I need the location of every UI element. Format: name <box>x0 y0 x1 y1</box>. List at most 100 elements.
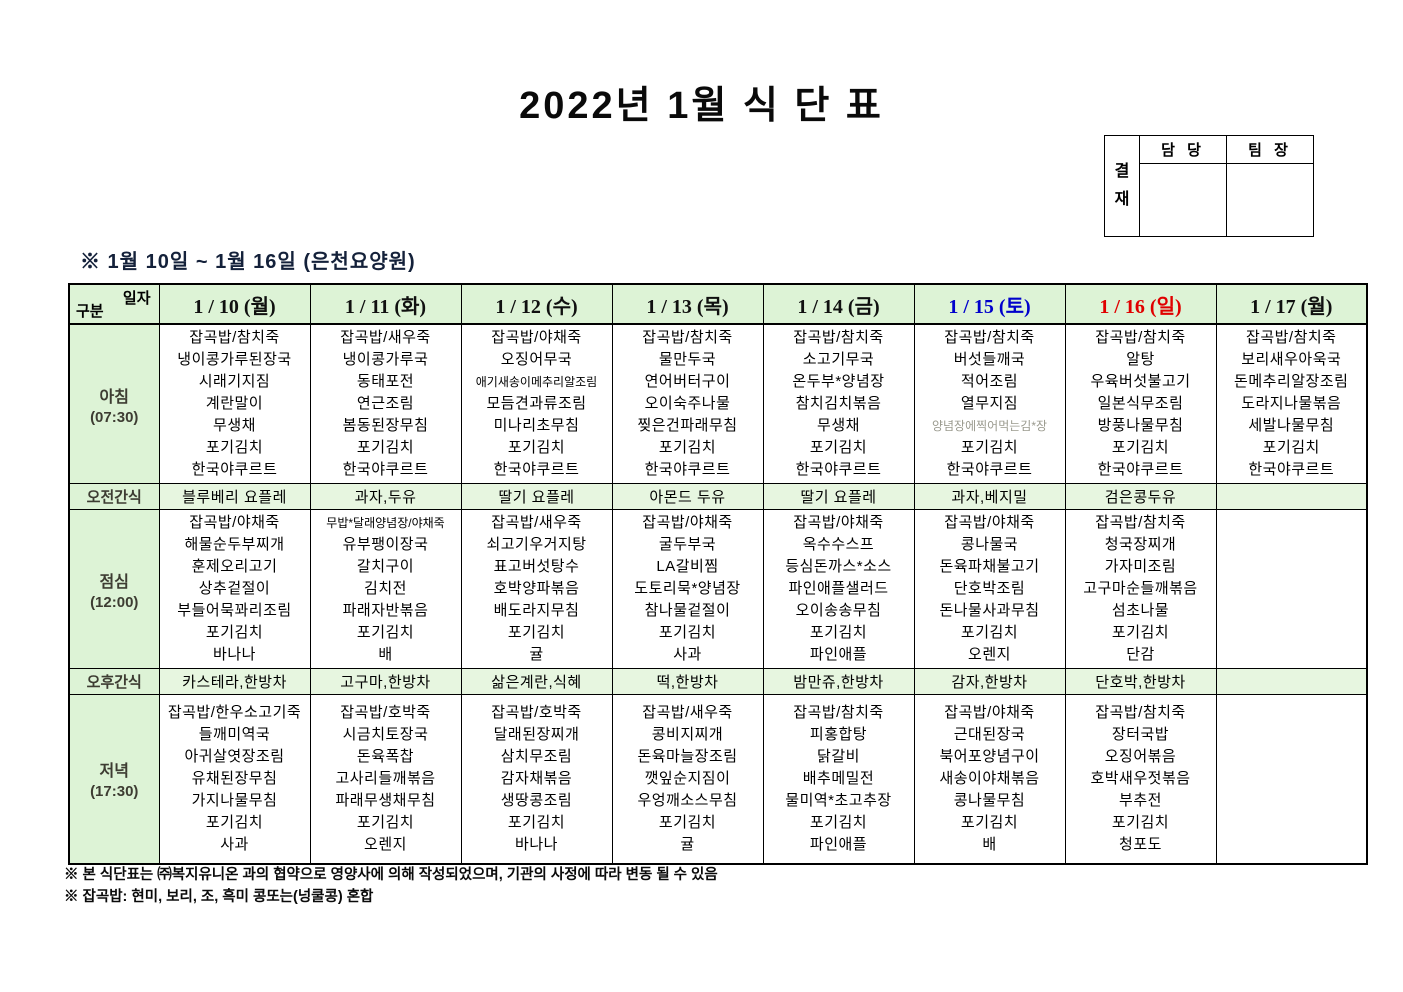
menu-item: 배도라지무침 <box>493 602 580 619</box>
menu-item: 삼치무조림 <box>500 747 573 765</box>
snack-cell <box>1215 483 1368 510</box>
menu-item: 배 <box>378 646 393 663</box>
menu-item: 돈메추리알장조림 <box>1234 373 1349 390</box>
menu-item: 청포도 <box>1119 835 1162 853</box>
menu-item: 포기김치 <box>1111 624 1170 641</box>
menu-item: 배 <box>982 835 997 853</box>
snack-cell: 카스테라,한방차 <box>158 668 311 695</box>
menu-item: 근대된장국 <box>953 725 1026 743</box>
menu-cell: 잡곡밥/참치죽 알탕 우육버섯불고기 일본식무조림 방풍나물무침 포기김치 한국야쿠르트 <box>1064 323 1217 484</box>
snack-cell: 감자,한방차 <box>913 668 1066 695</box>
menu-item: 섬초나물 <box>1111 602 1170 619</box>
row-점심: 점심 (12:00) 잡곡밥/야채죽 해물순두부찌개 훈제오리고기 상추겉절이 부들어묵꽈리… <box>68 509 1368 669</box>
menu-item: 오렌지 <box>968 646 1011 663</box>
corner-category-label: 구분 <box>76 303 104 320</box>
menu-cell: 잡곡밥/야채죽 콩나물국 돈육파채불고기 단호박조림 돈나물사과무침 포기김치 오렌지 <box>913 509 1066 669</box>
day-header-4: 1 / 14 (금) <box>762 283 915 325</box>
footnote-line: ※ 잡곡밥: 현미, 보리, 조, 흑미 콩또는(넝쿨콩) 혼합 <box>64 889 374 905</box>
snack-cell: 과자,두유 <box>309 483 462 510</box>
menu-item: 바나나 <box>213 646 256 663</box>
menu-cell: 잡곡밥/야채죽 근대된장국 북어포양념구이 새송이야채볶음 콩나물무침 포기김치 배 <box>913 694 1066 864</box>
menu-item: 김치전 <box>364 580 407 597</box>
menu-item: 한국야쿠르트 <box>644 461 731 478</box>
menu-item: 포기김치 <box>205 624 264 641</box>
menu-item: 한국야쿠르트 <box>946 461 1033 478</box>
menu-item: 콩비지찌개 <box>651 725 724 743</box>
menu-item: 청국장찌개 <box>1104 536 1177 553</box>
menu-table: 일자 구분 1 / 10 (월) 1 / 11 (화) 1 / 12 (수) 1 / … <box>68 283 1368 865</box>
menu-cell: 잡곡밥/야채죽 옥수수스프 등심돈까스*소스 파인애플샐러드 오이송송무침 포기김치 파인애… <box>762 509 915 669</box>
menu-item: 돈나물사과무침 <box>939 602 1040 619</box>
menu-item: 포기김치 <box>960 624 1019 641</box>
snack-cell: 삶은계란,식혜 <box>460 668 613 695</box>
menu-item: 열무지짐 <box>960 395 1019 412</box>
menu-item: 포기김치 <box>1111 813 1170 831</box>
menu-item: 참나물겉절이 <box>644 602 731 619</box>
header-row: 일자 구분 1 / 10 (월) 1 / 11 (화) 1 / 12 (수) 1 / … <box>68 283 1368 325</box>
menu-item: 한국야쿠르트 <box>493 461 580 478</box>
row-label: 오후간식 <box>68 668 160 695</box>
menu-item: 단호박조림 <box>953 580 1026 597</box>
menu-item: 연근조림 <box>356 395 415 412</box>
menu-item: 시래기지짐 <box>198 373 271 390</box>
row-오전간식: 오전간식 블루베리 요플레 과자,두유 딸기 요플레 아몬드 두유 딸기 요플레 과자,베지… <box>68 483 1368 510</box>
menu-item: 파인애플샐러드 <box>788 580 889 597</box>
menu-item: 애기새송이메추리알조림 <box>475 375 598 389</box>
menu-cell: 잡곡밥/참치죽 피홍합탕 닭갈비 배추메밀전 물미역*초고추장 포기김치 파인애플 <box>762 694 915 864</box>
menu-item: 해물순두부찌개 <box>184 536 285 553</box>
menu-cell: 잡곡밥/호박죽 달래된장찌개 삼치무조림 감자채볶음 생땅콩조림 포기김치 바나나 <box>460 694 613 864</box>
menu-item: 한국야쿠르트 <box>1248 461 1335 478</box>
menu-item: 잡곡밥/호박죽 <box>340 703 431 721</box>
approval-stamp-label: 결재 <box>1104 135 1140 237</box>
day-header-1: 1 / 11 (화) <box>309 283 462 325</box>
menu-cell: 잡곡밥/참치죽 소고기무국 온두부*양념장 참치김치볶음 무생채 포기김치 한국야쿠르트 <box>762 323 915 484</box>
menu-item: 무생채 <box>817 417 860 434</box>
menu-item: 잡곡밥/야채죽 <box>491 329 582 346</box>
menu-cell: 잡곡밥/참치죽 물만두국 연어버터구이 오이숙주나물 찢은건파래무침 포기김치 한국야쿠르트 <box>611 323 764 484</box>
menu-item: 깻잎순지짐이 <box>644 769 731 787</box>
menu-item: 포기김치 <box>356 813 415 831</box>
menu-item: 갈치구이 <box>356 558 415 575</box>
row-저녁: 저녁 (17:30) 잡곡밥/한우소고기죽 들깨미역국 아귀살엿장조림 유채된장무침 가지나… <box>68 694 1368 864</box>
menu-item: 오렌지 <box>364 835 407 853</box>
menu-cell: 무밥*달래양념장/야채죽 유부팽이장국 갈치구이 김치전 파래자반볶음 포기김치 배 <box>309 509 462 669</box>
menu-item: 시금치토장국 <box>342 725 429 743</box>
menu-item: 오이숙주나물 <box>644 395 731 412</box>
corner-date-label: 일자 <box>122 290 151 307</box>
menu-item: 호박새우젓볶음 <box>1090 769 1191 787</box>
snack-cell: 블루베리 요플레 <box>158 483 311 510</box>
menu-item: 잡곡밥/참치죽 <box>189 329 280 346</box>
menu-item: 상추겉절이 <box>198 580 271 597</box>
menu-cell: 잡곡밥/한우소고기죽 들깨미역국 아귀살엿장조림 유채된장무침 가지나물무침 포기김치 사과 <box>158 694 311 864</box>
menu-item: 잡곡밥/참치죽 <box>793 703 884 721</box>
menu-item: 잡곡밥/참치죽 <box>1246 329 1337 346</box>
menu-item: 잡곡밥/한우소고기죽 <box>167 703 302 721</box>
menu-cell <box>1215 509 1368 669</box>
approval-box: 결재 담 당 팀 장 <box>1104 135 1314 237</box>
menu-item: 잡곡밥/참치죽 <box>1095 329 1186 346</box>
menu-item: 무생채 <box>213 417 256 434</box>
menu-item: 잡곡밥/야채죽 <box>189 514 280 531</box>
menu-item: 연어버터구이 <box>644 373 731 390</box>
menu-item: 포기김치 <box>809 813 868 831</box>
menu-item: 냉이콩가루된장국 <box>177 351 292 368</box>
menu-item: 배추메밀전 <box>802 769 875 787</box>
menu-cell: 잡곡밥/야채죽 굴두부국 LA갈비찜 도토리묵*양념장 참나물겉절이 포기김치 사과 <box>611 509 764 669</box>
menu-item: 잡곡밥/야채죽 <box>642 514 733 531</box>
menu-item: 오이송송무침 <box>795 602 882 619</box>
menu-item: 표고버섯탕수 <box>493 558 580 575</box>
menu-item: 포기김치 <box>658 439 717 456</box>
row-label: 오전간식 <box>68 483 160 510</box>
menu-item: 물만두국 <box>658 351 717 368</box>
corner-cell: 일자 구분 <box>68 283 160 325</box>
row-label: 점심 (12:00) <box>68 509 160 669</box>
menu-item: 유부팽이장국 <box>342 536 429 553</box>
snack-cell: 딸기 요플레 <box>460 483 613 510</box>
menu-item: 고사리들깨볶음 <box>335 769 436 787</box>
menu-item: 훈제오리고기 <box>191 558 278 575</box>
menu-item: 쇠고기우거지탕 <box>486 536 587 553</box>
menu-item: 새송이야채볶음 <box>939 769 1040 787</box>
menu-item: 오징어무국 <box>500 351 573 368</box>
menu-item: 피홍합탕 <box>809 725 868 743</box>
